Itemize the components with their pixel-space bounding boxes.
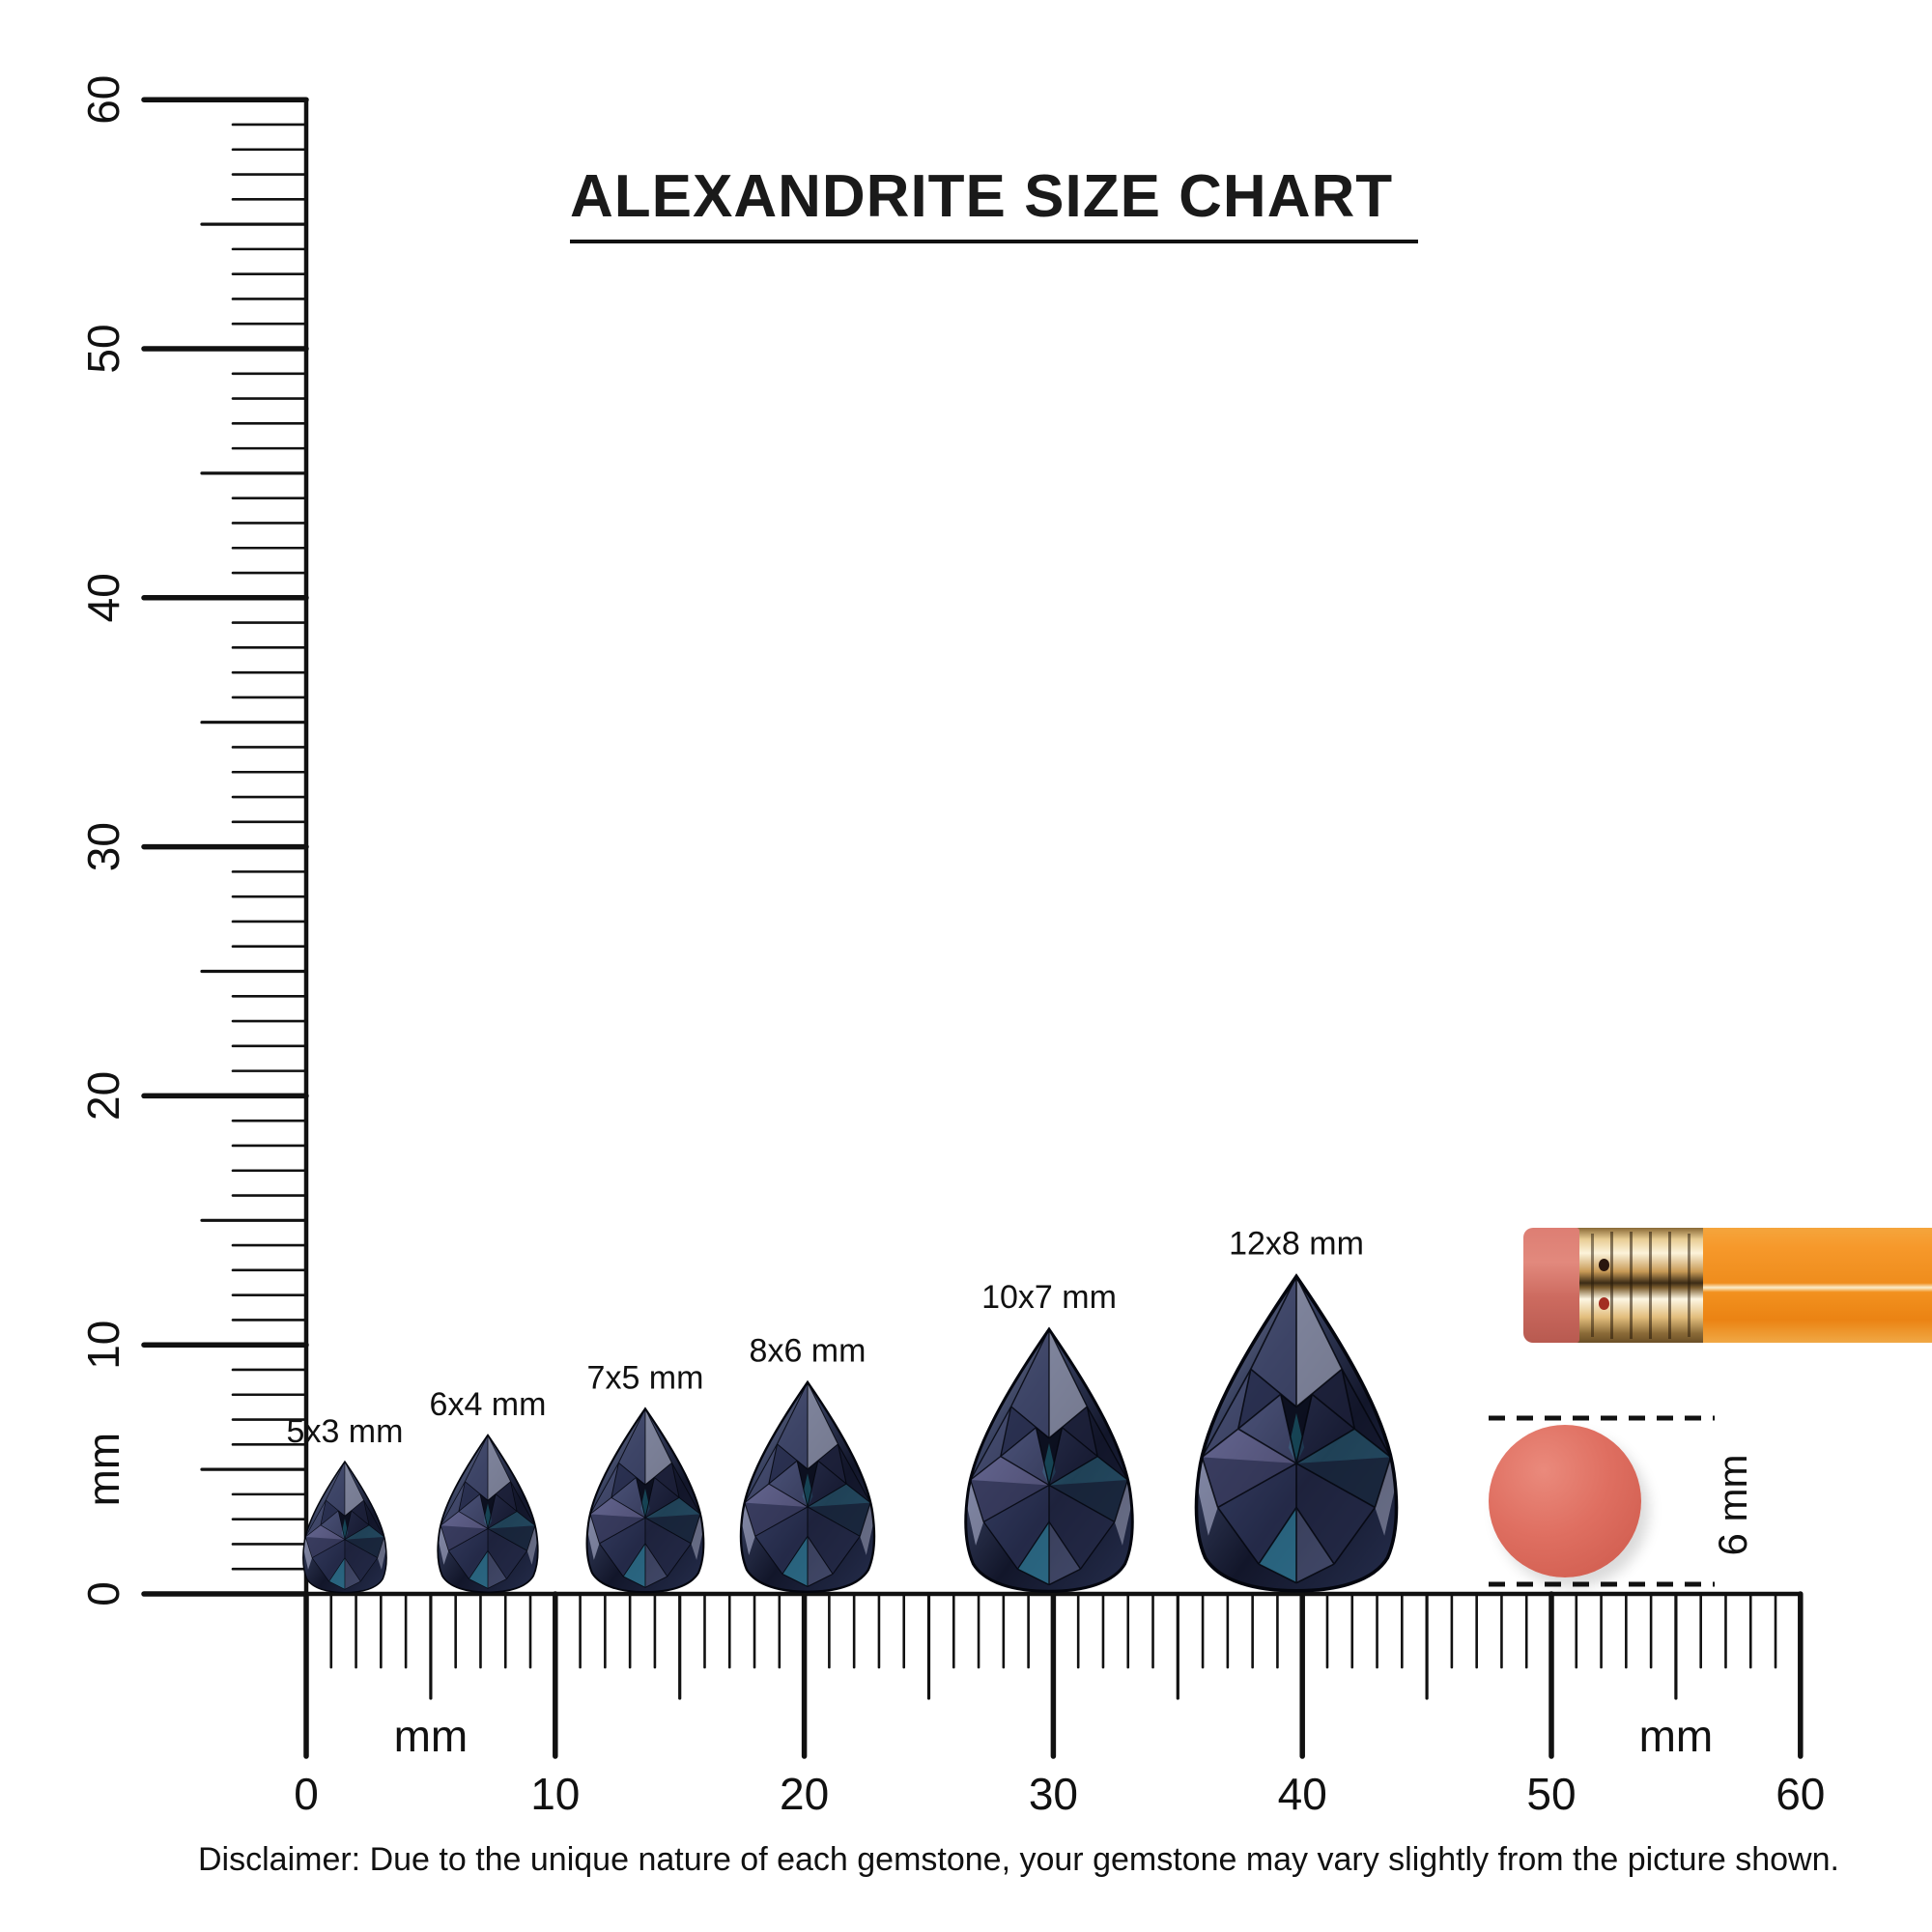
svg-text:20: 20: [78, 1071, 128, 1121]
svg-text:0: 0: [294, 1769, 319, 1819]
svg-text:20: 20: [780, 1769, 829, 1819]
svg-text:12x8 mm: 12x8 mm: [1229, 1225, 1364, 1262]
svg-text:Disclaimer: Due to the unique: Disclaimer: Due to the unique nature of …: [198, 1841, 1839, 1878]
svg-text:mm: mm: [394, 1711, 469, 1761]
svg-text:8x6 mm: 8x6 mm: [750, 1333, 867, 1370]
svg-text:60: 60: [1776, 1769, 1825, 1819]
svg-text:50: 50: [78, 324, 128, 373]
svg-text:5x3 mm: 5x3 mm: [287, 1413, 404, 1450]
svg-text:10x7 mm: 10x7 mm: [981, 1279, 1117, 1316]
svg-text:7x5 mm: 7x5 mm: [587, 1359, 704, 1396]
svg-text:mm: mm: [1639, 1711, 1714, 1761]
svg-text:40: 40: [78, 573, 128, 622]
svg-text:0: 0: [78, 1581, 128, 1606]
svg-text:mm: mm: [78, 1433, 128, 1507]
svg-text:60: 60: [78, 75, 128, 125]
svg-text:10: 10: [530, 1769, 580, 1819]
svg-text:50: 50: [1526, 1769, 1576, 1819]
svg-text:40: 40: [1278, 1769, 1327, 1819]
svg-text:30: 30: [1029, 1769, 1078, 1819]
svg-text:30: 30: [78, 822, 128, 871]
svg-text:6x4 mm: 6x4 mm: [430, 1386, 547, 1423]
svg-text:10: 10: [78, 1321, 128, 1370]
